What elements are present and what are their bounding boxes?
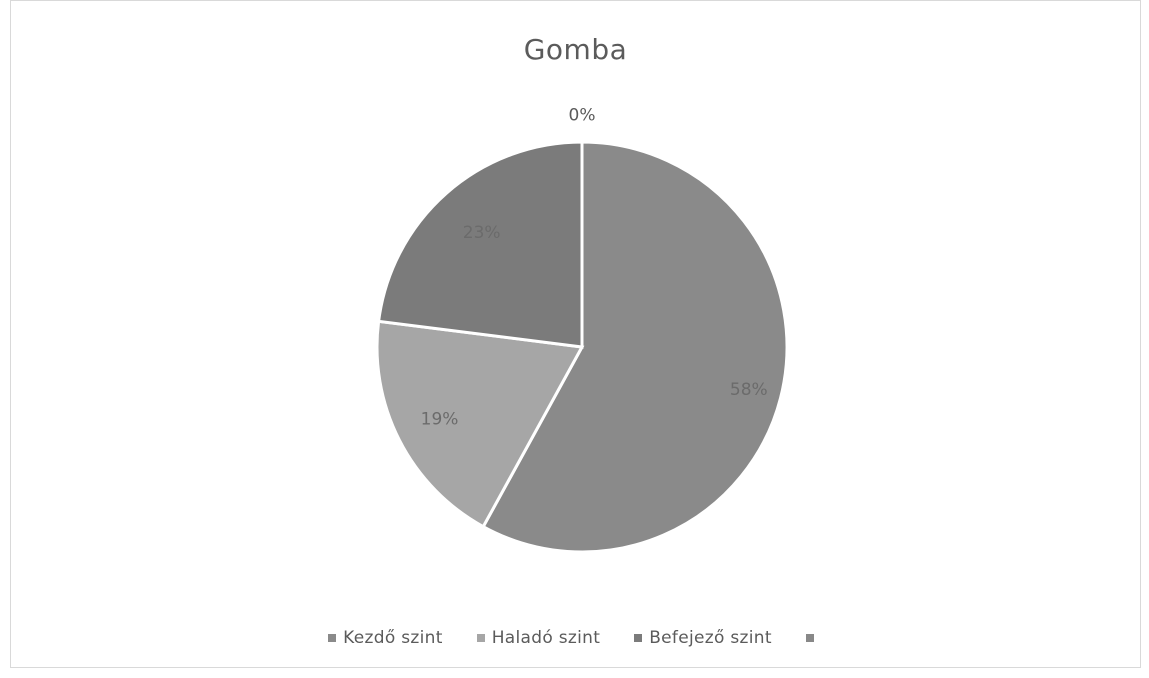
legend-swatch-halado [476,634,485,642]
legend-item-befejezo: Befejező szint [634,628,772,648]
legend-swatch-kezdo [328,634,337,642]
legend-item-unnamed [805,628,821,648]
chart-title: Gomba [523,33,628,66]
legend-item-kezdo: Kezdő szint [328,628,443,648]
pie-slice-befejezo [376,140,584,349]
pie-slice-kezdo [481,140,789,554]
data-label-kezdo: 58% [730,380,768,400]
data-label-befejezo: 23% [463,223,501,243]
data-label-unnamed: 0% [569,105,596,125]
data-label-halado: 19% [421,410,459,430]
legend-label-befejezo: Befejező szint [649,628,772,648]
pie-slice-halado [375,319,585,529]
legend-swatch-befejezo [634,634,643,642]
legend: Kezdő szint Haladó szint Befejező szint [0,628,1149,648]
legend-item-halado: Haladó szint [476,628,601,648]
legend-label-kezdo: Kezdő szint [343,628,443,648]
legend-swatch-unnamed [805,634,814,642]
legend-label-halado: Haladó szint [491,628,601,648]
